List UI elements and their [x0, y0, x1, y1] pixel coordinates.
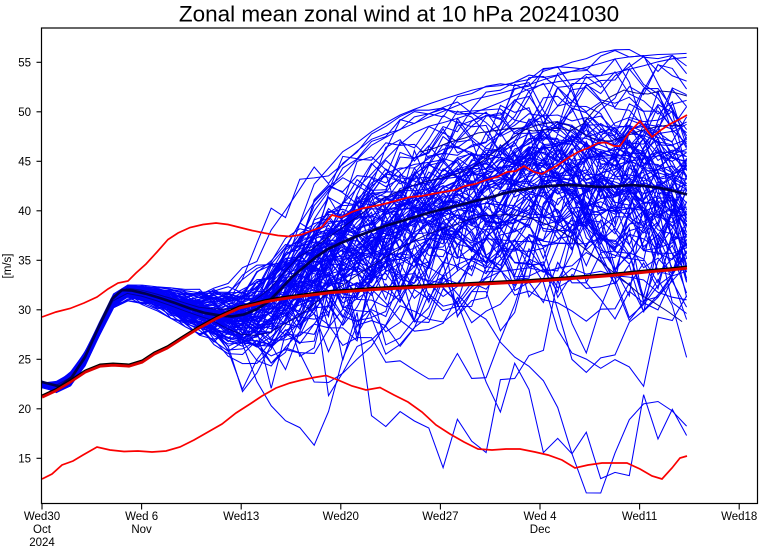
svg-text:Wed 6: Wed 6	[125, 511, 158, 523]
svg-text:Wed18: Wed18	[721, 511, 757, 523]
svg-text:35: 35	[18, 255, 31, 267]
svg-text:Oct: Oct	[33, 524, 52, 536]
svg-text:Dec: Dec	[530, 524, 551, 536]
svg-text:25: 25	[18, 354, 31, 366]
svg-text:20: 20	[18, 404, 31, 416]
svg-text:2024: 2024	[29, 537, 55, 548]
svg-text:40: 40	[18, 206, 31, 218]
svg-text:Zonal mean zonal wind at 10 hP: Zonal mean zonal wind at 10 hPa 20241030	[179, 2, 619, 27]
svg-text:Wed27: Wed27	[422, 511, 458, 523]
svg-text:[m/s]: [m/s]	[2, 254, 14, 279]
svg-text:50: 50	[18, 107, 31, 119]
svg-text:Nov: Nov	[131, 524, 152, 536]
svg-text:Wed11: Wed11	[622, 511, 657, 523]
svg-text:30: 30	[18, 305, 31, 317]
svg-text:15: 15	[18, 453, 31, 465]
svg-text:Wed20: Wed20	[323, 511, 359, 523]
svg-text:45: 45	[18, 156, 31, 168]
svg-text:Wed13: Wed13	[223, 511, 259, 523]
svg-text:Wed 4: Wed 4	[523, 511, 557, 523]
svg-text:55: 55	[18, 57, 31, 69]
svg-text:Wed30: Wed30	[24, 511, 60, 523]
